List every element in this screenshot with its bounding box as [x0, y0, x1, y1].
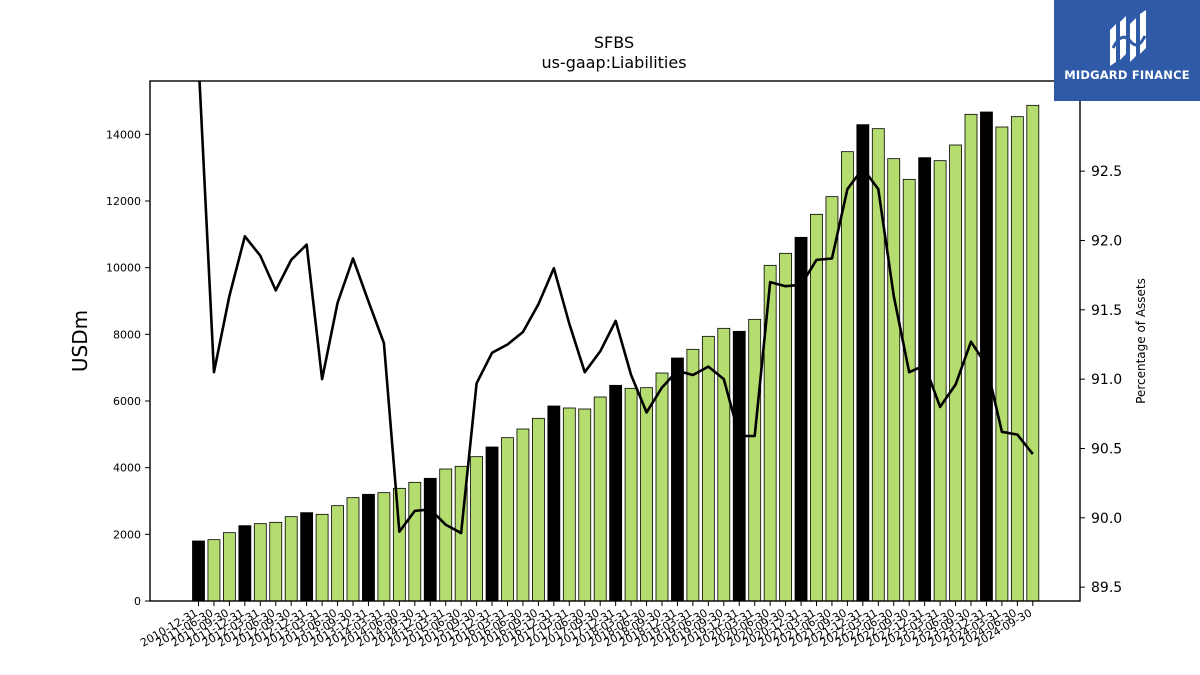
bar-2017-03-31: [562, 407, 576, 602]
bar-2021-09-30: [841, 151, 854, 602]
right-tick-label: 91.5: [1091, 303, 1122, 319]
left-tick-label: 2000: [113, 528, 141, 541]
bar-2022-03-31: [871, 128, 885, 602]
bar-2023-03-31: [933, 160, 947, 602]
left-tick-label: 6000: [113, 395, 141, 408]
bar-2011-12-31: [238, 525, 252, 602]
right-tick-label: 91.0: [1091, 372, 1122, 388]
left-axis: 0 2000 4000 6000 8000 10000 12000 14000: [106, 128, 150, 608]
bar-2021-12-31: [856, 124, 870, 602]
midgard-logo-icon: [1110, 10, 1147, 66]
bar-2014-06-30: [392, 487, 406, 602]
bar-2020-09-30: [779, 252, 792, 602]
bar-2010-12-31: [192, 540, 205, 602]
bar-2017-06-30: [578, 408, 592, 602]
bar-2020-03-31: [748, 318, 762, 602]
bar-2021-03-31: [810, 213, 823, 602]
left-tick-label: 4000: [113, 462, 141, 475]
bar-2011-06-30: [207, 539, 221, 602]
bar-2013-12-31: [362, 493, 375, 602]
bar-2015-12-31: [485, 446, 499, 602]
y-axis-label: USDm: [68, 310, 92, 372]
brand-name: MIDGARD FINANCE: [1064, 68, 1190, 82]
right-tick-label: 92.5: [1091, 164, 1122, 180]
bar-2019-12-31: [732, 330, 746, 602]
midgard-finance-logo: MIDGARD FINANCE: [1054, 0, 1200, 101]
bar-2016-09-30: [532, 417, 545, 602]
bar-2015-03-31: [439, 468, 453, 602]
right-tick-label: 89.5: [1091, 580, 1122, 596]
bar-2023-09-30: [964, 113, 978, 602]
right-axis: 89.5 90.0 90.5 91.0 91.5 92.0 92.5: [1080, 164, 1122, 596]
left-tick-label: 8000: [113, 328, 141, 341]
bar-2019-09-30: [717, 327, 731, 602]
bar-2014-09-30: [408, 481, 422, 602]
x-axis: 2010-12-312011-06-302011-09-302011-12-31…: [138, 601, 1034, 650]
bar-2020-12-31: [794, 236, 808, 602]
bar-2012-06-30: [269, 521, 283, 602]
plot-frame: [149, 80, 1081, 602]
bar-2012-03-31: [253, 523, 267, 602]
bar-2018-09-30: [655, 372, 669, 602]
chart-subtitle: us-gaap:Liabilities: [541, 53, 686, 72]
left-tick-label: 12000: [106, 195, 141, 208]
left-tick-label: 10000: [106, 262, 141, 275]
bar-2022-06-30: [887, 158, 901, 602]
bar-2017-12-31: [609, 384, 623, 602]
bar-2017-09-30: [593, 396, 607, 602]
percentage-line: [198, 81, 1034, 535]
chart-title: SFBS: [594, 33, 634, 52]
bar-2014-12-31: [423, 477, 437, 602]
y2-axis-label: Percentage of Assets: [1134, 278, 1148, 404]
bar-2024-03-31: [995, 126, 1009, 602]
bar-2015-09-30: [470, 456, 484, 602]
bar-2013-09-30: [346, 497, 360, 602]
bar-2019-06-30: [701, 335, 715, 602]
bar-2018-03-31: [624, 387, 638, 602]
bar-2016-12-31: [547, 405, 561, 602]
bar-2018-12-31: [671, 357, 684, 602]
bar-2024-09-30: [1026, 104, 1040, 602]
left-tick-label: 0: [134, 595, 141, 608]
bar-2012-12-31: [300, 512, 314, 602]
percentage-line-series: [198, 81, 1034, 535]
bar-2011-09-30: [222, 532, 236, 602]
right-tick-label: 90.5: [1091, 441, 1122, 457]
bar-2013-03-31: [315, 513, 329, 602]
bar-2013-06-30: [331, 505, 344, 602]
bar-2022-09-30: [902, 178, 916, 602]
bar-2019-03-31: [686, 348, 700, 602]
bar-2024-06-30: [1010, 116, 1024, 602]
right-tick-label: 92.0: [1091, 233, 1122, 249]
left-tick-label: 14000: [106, 128, 141, 141]
bar-2016-06-30: [516, 428, 530, 602]
bar-2014-03-31: [377, 492, 391, 602]
bar-2016-03-31: [501, 437, 514, 602]
bar-2012-09-30: [284, 516, 298, 602]
bar-2018-06-30: [640, 387, 653, 602]
right-tick-label: 90.0: [1091, 511, 1122, 527]
